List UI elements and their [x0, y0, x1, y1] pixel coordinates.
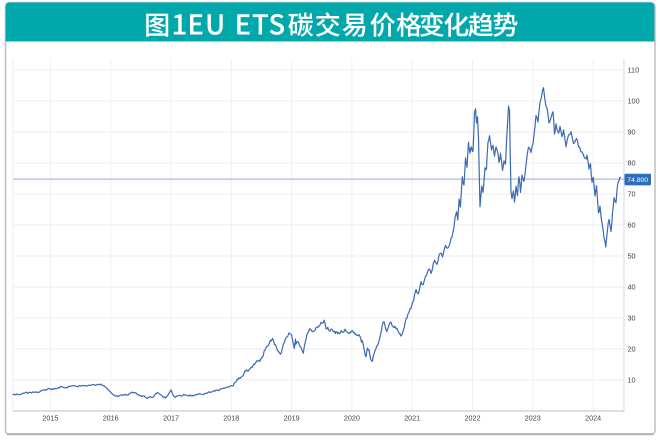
svg-text:2020: 2020 [344, 414, 360, 423]
svg-text:80: 80 [628, 159, 636, 168]
svg-text:2018: 2018 [223, 414, 239, 423]
svg-text:10: 10 [628, 376, 636, 385]
svg-text:100: 100 [628, 97, 640, 106]
svg-text:2022: 2022 [465, 414, 481, 423]
svg-text:74.800: 74.800 [627, 177, 648, 184]
svg-text:20: 20 [628, 345, 636, 354]
svg-text:2023: 2023 [525, 414, 541, 423]
svg-text:2019: 2019 [284, 414, 300, 423]
svg-text:2015: 2015 [42, 414, 58, 423]
svg-text:2016: 2016 [103, 414, 119, 423]
svg-text:2021: 2021 [404, 414, 420, 423]
svg-text:70: 70 [628, 190, 636, 199]
svg-text:90: 90 [628, 128, 636, 137]
svg-text:110: 110 [628, 66, 640, 75]
svg-text:2024: 2024 [585, 414, 601, 423]
svg-text:2017: 2017 [163, 414, 179, 423]
svg-text:50: 50 [628, 252, 636, 261]
svg-text:40: 40 [628, 283, 636, 292]
svg-text:60: 60 [628, 221, 636, 230]
svg-text:30: 30 [628, 314, 636, 323]
